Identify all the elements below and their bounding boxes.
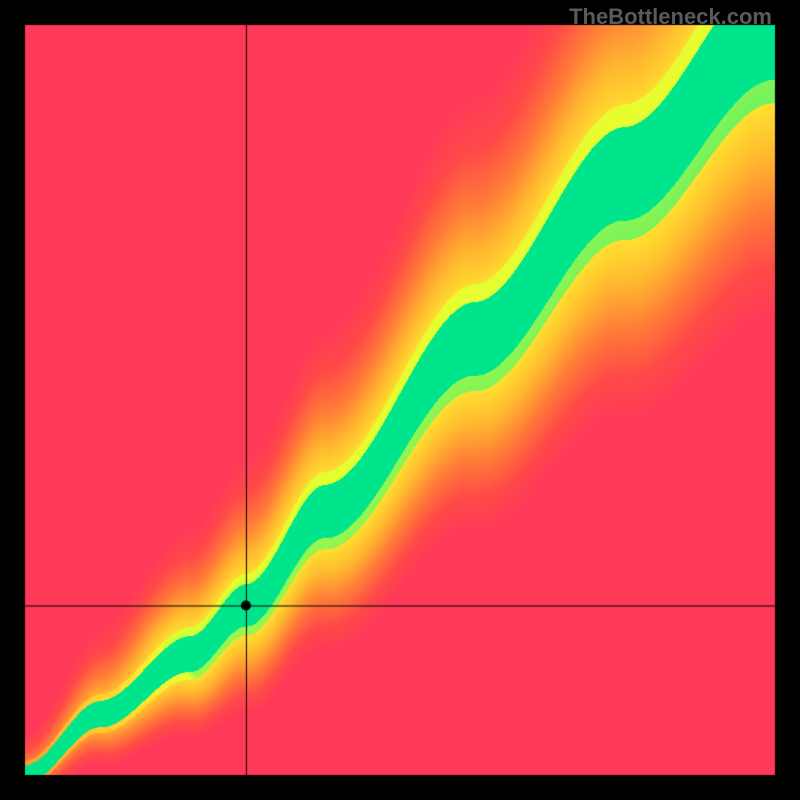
heatmap-canvas [0, 0, 800, 800]
watermark-text: TheBottleneck.com [569, 4, 772, 30]
bottleneck-heatmap-container: TheBottleneck.com [0, 0, 800, 800]
